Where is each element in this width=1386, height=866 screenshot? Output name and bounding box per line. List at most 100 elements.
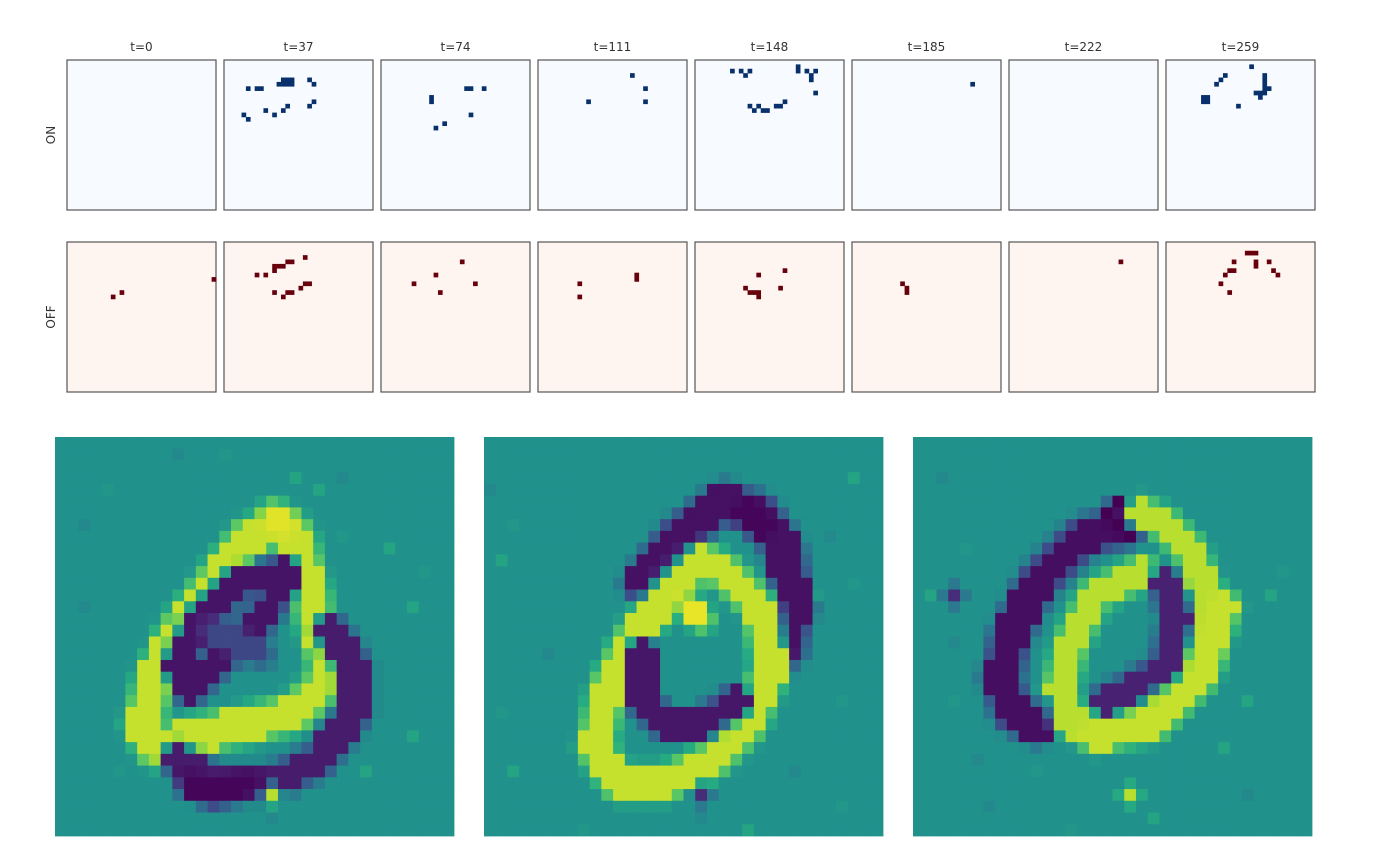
frame-pixel xyxy=(1241,613,1254,626)
frame-pixel xyxy=(519,437,532,450)
frame-pixel xyxy=(648,671,661,684)
frame-pixel xyxy=(172,636,185,649)
frame-pixel xyxy=(542,530,555,544)
frame-pixel xyxy=(125,659,138,673)
frame-pixel xyxy=(313,777,326,790)
frame-pixel xyxy=(1288,437,1301,450)
frame-pixel xyxy=(948,695,961,708)
frame-pixel xyxy=(360,542,373,555)
frame-pixel xyxy=(530,613,544,626)
frame-pixel xyxy=(66,483,79,497)
frame-pixel xyxy=(1182,659,1196,673)
frame-pixel xyxy=(160,671,173,684)
frame-pixel xyxy=(742,460,755,473)
frame-pixel xyxy=(418,659,431,673)
frame-pixel xyxy=(601,800,614,813)
frame-pixel xyxy=(1030,812,1043,825)
frame-pixel xyxy=(231,448,244,461)
frame-pixel xyxy=(924,777,937,790)
frame-pixel xyxy=(1194,613,1207,626)
frame-pixel xyxy=(695,789,708,802)
frame-pixel xyxy=(859,683,872,696)
frame-pixel xyxy=(765,718,778,731)
frame-pixel xyxy=(1241,742,1254,755)
event-pixel xyxy=(411,281,417,287)
frame-pixel xyxy=(160,789,173,802)
frame-pixel xyxy=(824,812,837,825)
event-pixel xyxy=(1253,263,1259,269)
frame-pixel xyxy=(313,530,326,544)
frame-pixel xyxy=(184,706,197,720)
frame-pixel xyxy=(430,495,443,508)
frame-pixel xyxy=(836,648,849,661)
frame-pixel xyxy=(207,789,220,802)
frame-pixel xyxy=(1206,624,1219,637)
frame-pixel xyxy=(1300,789,1313,802)
event-panel-off-0 xyxy=(66,241,217,393)
frame-pixel xyxy=(648,765,661,778)
frame-pixel xyxy=(1182,789,1196,802)
frame-pixel xyxy=(624,812,637,825)
frame-pixel xyxy=(671,460,684,473)
frame-pixel xyxy=(824,765,837,778)
frame-pixel xyxy=(231,636,244,649)
frame-pixel xyxy=(577,800,591,813)
frame-pixel xyxy=(1112,530,1125,544)
frame-pixel xyxy=(695,613,708,626)
frame-pixel xyxy=(219,777,232,790)
frame-pixel xyxy=(812,777,825,790)
frame-pixel xyxy=(542,706,555,720)
frame-pixel xyxy=(812,824,825,837)
frame-pixel xyxy=(495,777,508,790)
frame-pixel xyxy=(148,800,162,813)
frame-pixel xyxy=(1147,554,1160,567)
frame-pixel xyxy=(113,472,126,485)
frame-pixel xyxy=(812,437,825,450)
frame-pixel xyxy=(601,460,614,473)
event-pixel xyxy=(289,259,295,265)
frame-pixel xyxy=(1135,648,1149,661)
frame-pixel xyxy=(407,648,420,661)
frame-pixel xyxy=(519,753,532,766)
frame-pixel xyxy=(871,824,884,837)
frame-pixel xyxy=(636,589,649,602)
frame-pixel xyxy=(542,448,555,461)
frame-pixel xyxy=(589,507,602,520)
frame-pixel xyxy=(1053,495,1066,508)
frame-pixel xyxy=(484,542,497,555)
frame-pixel xyxy=(172,554,185,567)
frame-pixel xyxy=(172,601,185,614)
frame-pixel xyxy=(1135,683,1149,696)
frame-pixel xyxy=(1194,812,1207,825)
frame-pixel xyxy=(1265,777,1278,790)
frame-pixel xyxy=(983,812,996,825)
frame-pixel xyxy=(671,636,684,649)
frame-pixel xyxy=(1253,683,1266,696)
frame-pixel xyxy=(395,566,408,579)
frame-pixel xyxy=(360,613,373,626)
frame-pixel xyxy=(1089,777,1102,790)
frame-pixel xyxy=(648,554,661,567)
frame-pixel xyxy=(137,636,150,649)
frame-pixel xyxy=(554,554,567,567)
frame-pixel xyxy=(195,577,208,590)
frame-pixel xyxy=(407,448,420,461)
frame-pixel xyxy=(718,624,731,637)
frame-pixel xyxy=(959,648,973,661)
frame-pixel xyxy=(1042,671,1055,684)
frame-pixel xyxy=(1065,824,1078,837)
frame-pixel xyxy=(1218,483,1231,497)
frame-pixel xyxy=(1182,812,1196,825)
frame-pixel xyxy=(824,530,837,544)
frame-pixel xyxy=(777,601,790,614)
frame-pixel xyxy=(383,601,396,614)
frame-pixel xyxy=(847,554,860,567)
frame-pixel xyxy=(542,824,555,837)
frame-pixel xyxy=(254,659,267,673)
frame-pixel xyxy=(695,507,708,520)
frame-pixel xyxy=(254,706,267,720)
frame-pixel xyxy=(765,448,778,461)
frame-pixel xyxy=(1018,753,1031,766)
frame-pixel xyxy=(1171,554,1184,567)
frame-pixel xyxy=(1206,742,1219,755)
